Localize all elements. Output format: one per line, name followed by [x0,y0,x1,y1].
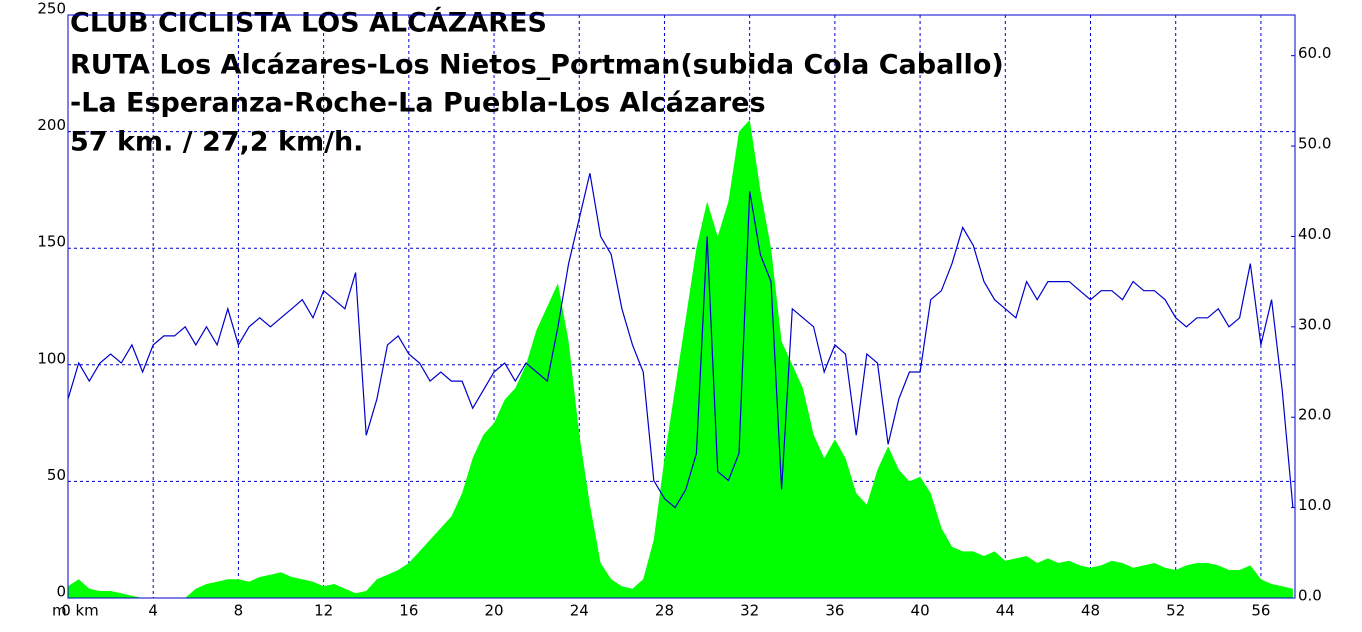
x-tick-label: 20 [484,602,503,620]
x-tick-label: 40 [911,602,930,620]
y2-tick-label: 60.0 [1298,44,1331,62]
y-tick-label: 50 [47,466,66,484]
y-tick-label: 0 [56,583,66,601]
speed-line [67,173,1294,509]
elevation-area [68,119,1293,599]
x-tick-label: 16 [399,602,418,620]
title-line: 57 km. / 27,2 km/h. [70,127,363,158]
plot-frame [67,14,1296,599]
x-tick-label: 44 [996,602,1015,620]
y-tick-label: 150 [37,233,66,251]
x-tick-label: 12 [314,602,333,620]
y2-tick-label: 30.0 [1298,315,1331,333]
x-tick-label: 4 [148,602,158,620]
x-tick-label: 8 [234,602,244,620]
x-tick-label: 56 [1251,602,1270,620]
x-tick-label: 36 [825,602,844,620]
x-tick-label: 24 [570,602,589,620]
y-tick-label: 250 [37,0,66,18]
y-axis-label: m [52,602,67,620]
x-tick-label: 52 [1166,602,1185,620]
title-line: -La Esperanza-Roche-La Puebla-Los Alcáza… [70,88,766,119]
y-tick-label: 100 [37,349,66,367]
y2-tick-label: 50.0 [1298,135,1331,153]
title-line: CLUB CICLISTA LOS ALCÁZARES [70,7,547,39]
x-tick-label: 32 [740,602,759,620]
x-tick-label: 48 [1081,602,1100,620]
x-tick-label: 28 [655,602,674,620]
y2-tick-label: 10.0 [1298,496,1331,514]
y2-tick-label: 0.0 [1298,587,1322,605]
x-tick-label: 0 km [61,602,99,620]
y2-tick-label: 40.0 [1298,225,1331,243]
y2-tick-label: 20.0 [1298,406,1331,424]
y-tick-label: 200 [37,116,66,134]
title-line: RUTA Los Alcázares-Los Nietos_Portman(su… [70,50,1004,81]
